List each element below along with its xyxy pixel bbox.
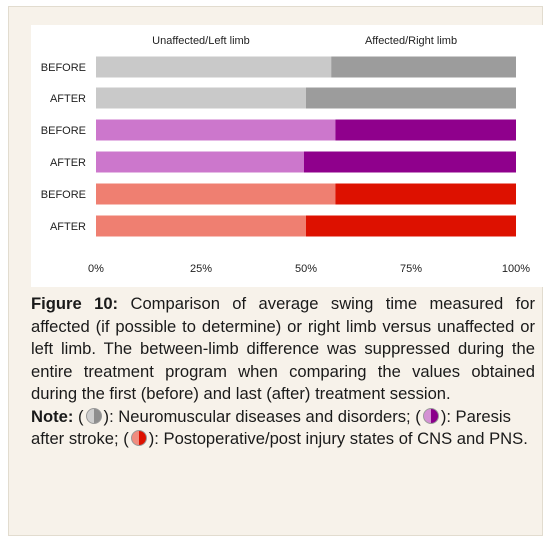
note-part-0: ( — [73, 406, 84, 426]
stacked-bar-chart: Unaffected/Left limb Affected/Right limb … — [41, 35, 531, 275]
x-tick-label-4: 100% — [502, 263, 530, 275]
note-part-3: ): Postoperative/post injury states of C… — [148, 429, 528, 448]
half-gray-circle-icon — [85, 407, 102, 424]
half-purple-circle-icon — [422, 407, 439, 424]
bar-segment-row4-series0 — [96, 183, 336, 205]
figure-label: Figure 10: — [31, 294, 119, 313]
x-tick-label-2: 50% — [295, 263, 317, 275]
figure-caption: Figure 10: Comparison of average swing t… — [31, 293, 535, 451]
bar-segment-row1-series0 — [96, 87, 306, 109]
category-label-5: AFTER — [50, 221, 86, 233]
note-part-2: ): Paresis after stroke; ( — [31, 406, 511, 449]
x-tick-label-0: 0% — [88, 263, 104, 275]
bar-segment-row3-series0 — [96, 151, 304, 173]
bar-segment-row4-series1 — [335, 183, 516, 205]
half-red-circle-icon — [130, 430, 147, 446]
legend-label-1: Affected/Right limb — [365, 35, 457, 47]
bar-segment-row5-series1 — [306, 215, 516, 237]
figure-frame: Unaffected/Left limb Affected/Right limb … — [8, 6, 543, 536]
bar-segment-row0-series0 — [96, 56, 332, 78]
bar-segment-row2-series1 — [335, 119, 516, 141]
bar-segment-row0-series1 — [331, 56, 516, 78]
note-label: Note: — [31, 406, 74, 426]
chart-panel: Unaffected/Left limb Affected/Right limb … — [31, 25, 543, 287]
bar-segment-row2-series0 — [96, 119, 336, 141]
legend-label-0: Unaffected/Left limb — [152, 35, 250, 47]
category-label-0: BEFORE — [41, 62, 86, 74]
category-label-2: BEFORE — [41, 125, 86, 137]
bar-segment-row1-series1 — [306, 87, 516, 109]
bar-segment-row3-series1 — [303, 151, 516, 173]
x-tick-label-1: 25% — [190, 263, 212, 275]
note-part-1: ): Neuromuscular diseases and disorders;… — [103, 406, 421, 426]
category-label-3: AFTER — [50, 157, 86, 169]
bar-segment-row5-series0 — [96, 215, 306, 237]
caption-text: Comparison of average swing time measure… — [31, 294, 535, 403]
x-tick-label-3: 75% — [400, 263, 422, 275]
category-label-4: BEFORE — [41, 189, 86, 201]
category-label-1: AFTER — [50, 93, 86, 105]
